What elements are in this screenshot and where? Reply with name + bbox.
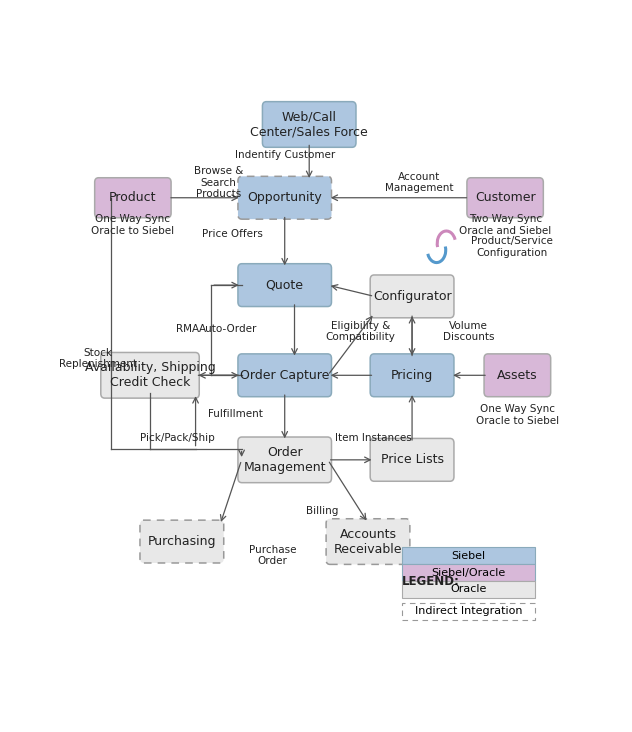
Text: Browse &
Search
Products: Browse & Search Products [194, 166, 243, 199]
Text: Pricing: Pricing [391, 369, 433, 382]
Text: Indentify Customer: Indentify Customer [234, 151, 335, 160]
FancyBboxPatch shape [370, 275, 454, 318]
FancyBboxPatch shape [484, 354, 550, 397]
FancyBboxPatch shape [238, 264, 332, 307]
Text: Auto-Order: Auto-Order [200, 324, 258, 334]
Text: Order
Management: Order Management [243, 446, 326, 474]
Text: Two Way Sync
Oracle and Siebel: Two Way Sync Oracle and Siebel [459, 214, 551, 236]
FancyBboxPatch shape [326, 519, 410, 564]
FancyBboxPatch shape [238, 437, 332, 482]
FancyBboxPatch shape [467, 178, 544, 217]
Text: Assets: Assets [497, 369, 538, 382]
Text: LEGEND:: LEGEND: [403, 575, 460, 588]
FancyBboxPatch shape [370, 438, 454, 481]
Text: Siebel: Siebel [451, 550, 485, 561]
FancyBboxPatch shape [403, 564, 535, 581]
Text: Order Capture: Order Capture [240, 369, 329, 382]
Text: Fulfillment: Fulfillment [208, 408, 263, 419]
Text: Eligibility &
Compatibility: Eligibility & Compatibility [325, 321, 396, 342]
Text: Indirect Integration: Indirect Integration [415, 606, 522, 616]
FancyBboxPatch shape [403, 548, 535, 564]
Text: Purchase
Order: Purchase Order [249, 545, 296, 567]
Text: Volume
Discounts: Volume Discounts [442, 321, 494, 342]
Text: Siebel/Oracle: Siebel/Oracle [431, 567, 506, 578]
Text: One Way Sync
Oracle to Siebel: One Way Sync Oracle to Siebel [476, 404, 559, 425]
Text: Account
Management: Account Management [385, 172, 454, 193]
Text: Stock
Replenishment: Stock Replenishment [59, 348, 137, 369]
Text: Web/Call
Center/Sales Force: Web/Call Center/Sales Force [250, 111, 368, 138]
FancyBboxPatch shape [262, 102, 356, 147]
Text: Customer: Customer [475, 191, 535, 204]
Text: Purchasing: Purchasing [148, 535, 216, 548]
FancyBboxPatch shape [238, 354, 332, 397]
Text: Product/Service
Configuration: Product/Service Configuration [471, 236, 553, 258]
Text: One Way Sync
Oracle to Siebel: One Way Sync Oracle to Siebel [91, 214, 174, 236]
Text: Availability, Shipping
Credit Check: Availability, Shipping Credit Check [85, 362, 216, 389]
Text: Pick/Pack/Ship: Pick/Pack/Ship [140, 433, 214, 444]
FancyBboxPatch shape [140, 520, 224, 563]
FancyBboxPatch shape [403, 581, 535, 598]
Text: Billing: Billing [307, 506, 339, 515]
FancyBboxPatch shape [100, 353, 199, 398]
FancyBboxPatch shape [95, 178, 171, 217]
Text: Price Lists: Price Lists [380, 453, 444, 466]
Text: Opportunity: Opportunity [247, 191, 322, 204]
FancyBboxPatch shape [403, 603, 535, 620]
Text: RMA: RMA [176, 324, 199, 334]
Text: Price Offers: Price Offers [202, 229, 263, 239]
Text: Oracle: Oracle [450, 584, 487, 594]
Text: Accounts
Receivable: Accounts Receivable [334, 528, 402, 556]
Text: Item Instances: Item Instances [334, 433, 411, 444]
FancyBboxPatch shape [238, 176, 332, 219]
Text: Quote: Quote [265, 279, 304, 291]
FancyBboxPatch shape [370, 354, 454, 397]
Text: Product: Product [109, 191, 157, 204]
Text: Configurator: Configurator [373, 290, 451, 303]
